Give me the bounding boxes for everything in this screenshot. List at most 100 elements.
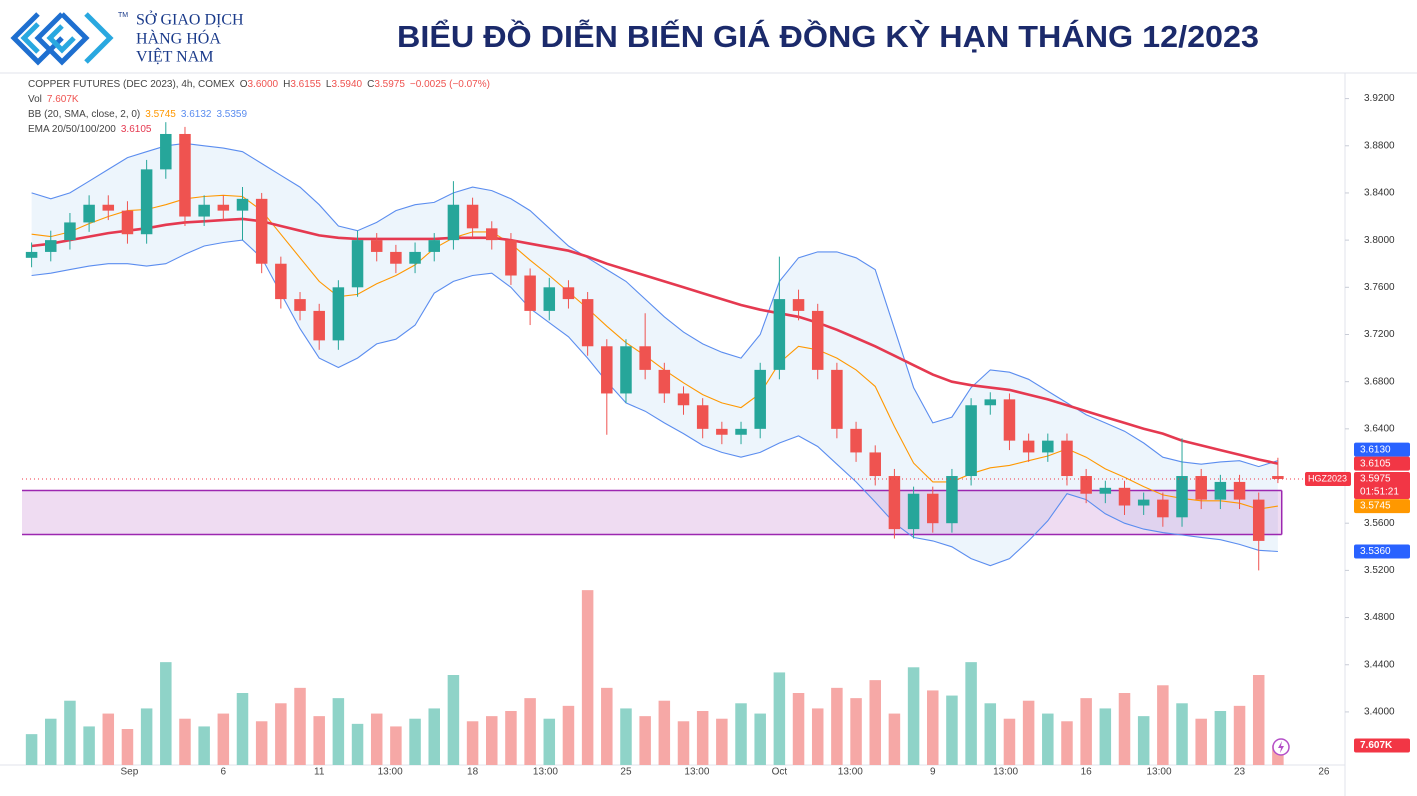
candle-body xyxy=(524,275,536,311)
current-badge xyxy=(1354,471,1410,499)
candle-body xyxy=(1003,399,1016,441)
volume-bar xyxy=(198,726,210,765)
candle-body xyxy=(140,169,153,235)
x-tick-label: 6 xyxy=(221,767,227,778)
volume-bar xyxy=(792,693,805,765)
volume-bar xyxy=(255,721,268,765)
volume-bar xyxy=(236,693,249,765)
legend-label: BB (20, SMA, close, 2, 0) xyxy=(28,109,140,120)
legend-value: −0.0025 (−0.07%) xyxy=(410,79,490,90)
candle-body xyxy=(1137,499,1150,506)
replay-icon[interactable] xyxy=(1272,738,1290,756)
price-badge xyxy=(1354,442,1410,457)
candle-body xyxy=(160,133,172,170)
symbol-tag xyxy=(1305,471,1351,486)
volume-bar xyxy=(1195,718,1207,765)
volume-bar xyxy=(25,734,38,765)
y-tick-label: 3.7200 xyxy=(1364,329,1395,340)
candle-body xyxy=(543,287,556,311)
candle-body xyxy=(83,204,95,223)
x-tick-label: 13:00 xyxy=(533,767,558,778)
x-tick-label: 9 xyxy=(930,767,936,778)
candle-body xyxy=(927,493,939,524)
candle-body xyxy=(601,346,613,394)
volume-bar xyxy=(907,667,920,765)
candle-body xyxy=(907,493,920,530)
volume-bar xyxy=(1272,745,1284,765)
candle-body xyxy=(639,346,651,370)
candle-body xyxy=(486,228,498,241)
volume-bar xyxy=(658,700,671,765)
volume-bar xyxy=(677,721,690,765)
legend-value: 3.5940 xyxy=(331,79,362,90)
volume-bar xyxy=(409,718,421,765)
candle-body xyxy=(1214,481,1227,500)
candle-body xyxy=(965,405,977,477)
candle-body xyxy=(179,133,191,217)
legend-value: 3.5975 xyxy=(374,79,405,90)
candle-body xyxy=(25,251,38,258)
volume-bar xyxy=(332,698,345,765)
volume-bar xyxy=(1214,711,1227,765)
candle-body xyxy=(773,299,786,370)
candle-body xyxy=(1195,476,1207,500)
volume-bar xyxy=(1252,675,1265,765)
volume-bar xyxy=(888,713,901,765)
page-title: BIỂU ĐỒ DIỄN BIẾN GIÁ ĐỒNG KỲ HẠN THÁNG … xyxy=(397,18,1259,54)
candle-body xyxy=(1099,487,1112,494)
candle-body xyxy=(313,310,325,341)
candle-body xyxy=(658,369,671,394)
current-price-label: 3.5975 xyxy=(1360,474,1391,485)
candle-body xyxy=(1233,481,1246,500)
logo xyxy=(10,12,114,66)
x-tick-label: 13:00 xyxy=(993,767,1018,778)
plot: 3.9200 3.8800 3.8400 3.8000 3.7600 3.7200 3.68… xyxy=(22,79,1410,778)
candle-body xyxy=(984,399,997,406)
price-badge xyxy=(1354,456,1410,471)
legend-key: H xyxy=(283,79,290,90)
price-badge-label: 3.6130 xyxy=(1360,444,1391,455)
price-badge xyxy=(1354,544,1410,559)
volume-bar xyxy=(850,698,862,765)
candle-body xyxy=(831,369,843,429)
volume-bar xyxy=(562,705,575,765)
volume-bar xyxy=(927,690,939,765)
candle-body xyxy=(390,251,402,264)
x-tick-label: 18 xyxy=(467,767,479,778)
volume-badge-label: 7.607K xyxy=(1360,740,1393,751)
y-tick-label: 3.5600 xyxy=(1364,518,1395,529)
price-badge xyxy=(1354,499,1410,514)
volume-bar xyxy=(486,716,498,765)
volume-bar xyxy=(601,687,613,765)
candle-body xyxy=(1042,440,1054,453)
volume-bar xyxy=(45,718,57,765)
volume-bar xyxy=(64,700,76,765)
candle-body xyxy=(505,240,517,276)
y-tick-label: 3.5200 xyxy=(1364,565,1395,576)
volume-bar xyxy=(294,687,306,765)
volume-bar xyxy=(543,718,556,765)
candle-body xyxy=(236,198,249,211)
volume-bar xyxy=(735,703,747,765)
price-badge-label: 3.5745 xyxy=(1360,501,1391,512)
volume-bar xyxy=(1137,716,1150,765)
x-tick-label: 16 xyxy=(1081,767,1093,778)
y-tick-label: 3.7600 xyxy=(1364,282,1395,293)
volume-bar xyxy=(811,708,824,765)
candle-body xyxy=(121,210,134,235)
logo-shape xyxy=(84,12,114,64)
x-tick-label: Oct xyxy=(772,767,788,778)
x-tick-label: 13:00 xyxy=(378,767,403,778)
volume-bar xyxy=(447,675,460,765)
volume-bar xyxy=(773,672,786,765)
indicator-line xyxy=(31,217,1279,465)
candle-body xyxy=(696,405,709,429)
candle-body xyxy=(1252,499,1265,541)
candle-body xyxy=(811,310,824,370)
y-tick-label: 3.6800 xyxy=(1364,376,1395,387)
volume-bar xyxy=(351,723,364,765)
brand-line: VIỆT NAM xyxy=(136,47,213,66)
candle-body xyxy=(850,428,862,453)
volume-bar xyxy=(869,680,881,765)
legend-value: 3.6155 xyxy=(290,79,321,90)
